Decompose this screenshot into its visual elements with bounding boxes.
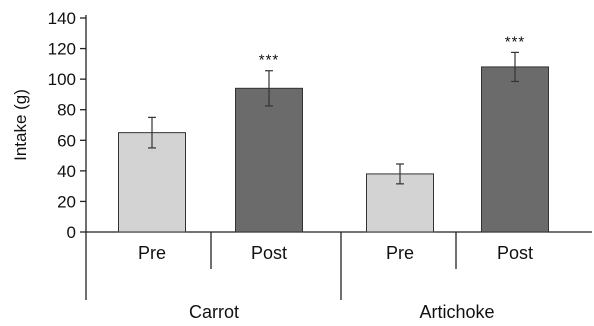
group-label-artichoke: Artichoke	[419, 302, 494, 322]
category-label-pre: Pre	[138, 243, 166, 263]
axes: 0 20 40 60 80 100 120 140	[48, 9, 592, 300]
bar-artichoke-post	[481, 66, 549, 233]
y-tick-label: 80	[57, 101, 76, 120]
significance-label: ***	[259, 52, 280, 69]
category-labels: Pre Post Carrot Pre Post Artichoke	[138, 243, 533, 322]
y-axis-title: Intake (g)	[11, 89, 30, 161]
y-tick-label: 20	[57, 192, 76, 211]
category-label-post: Post	[251, 243, 287, 263]
y-tick-label: 140	[48, 9, 76, 28]
category-label-pre: Pre	[386, 243, 414, 263]
y-tick-label: 40	[57, 162, 76, 181]
category-label-post: Post	[497, 243, 533, 263]
y-tick-label: 120	[48, 40, 76, 59]
bar-carrot-pre	[118, 132, 186, 233]
y-tick-label: 0	[67, 223, 76, 242]
bar-carrot-post	[235, 87, 303, 233]
y-tick-label: 60	[57, 131, 76, 150]
bars: *** ***	[118, 33, 549, 233]
y-tick-label: 100	[48, 70, 76, 89]
group-label-carrot: Carrot	[189, 302, 239, 322]
significance-label: ***	[505, 33, 526, 50]
